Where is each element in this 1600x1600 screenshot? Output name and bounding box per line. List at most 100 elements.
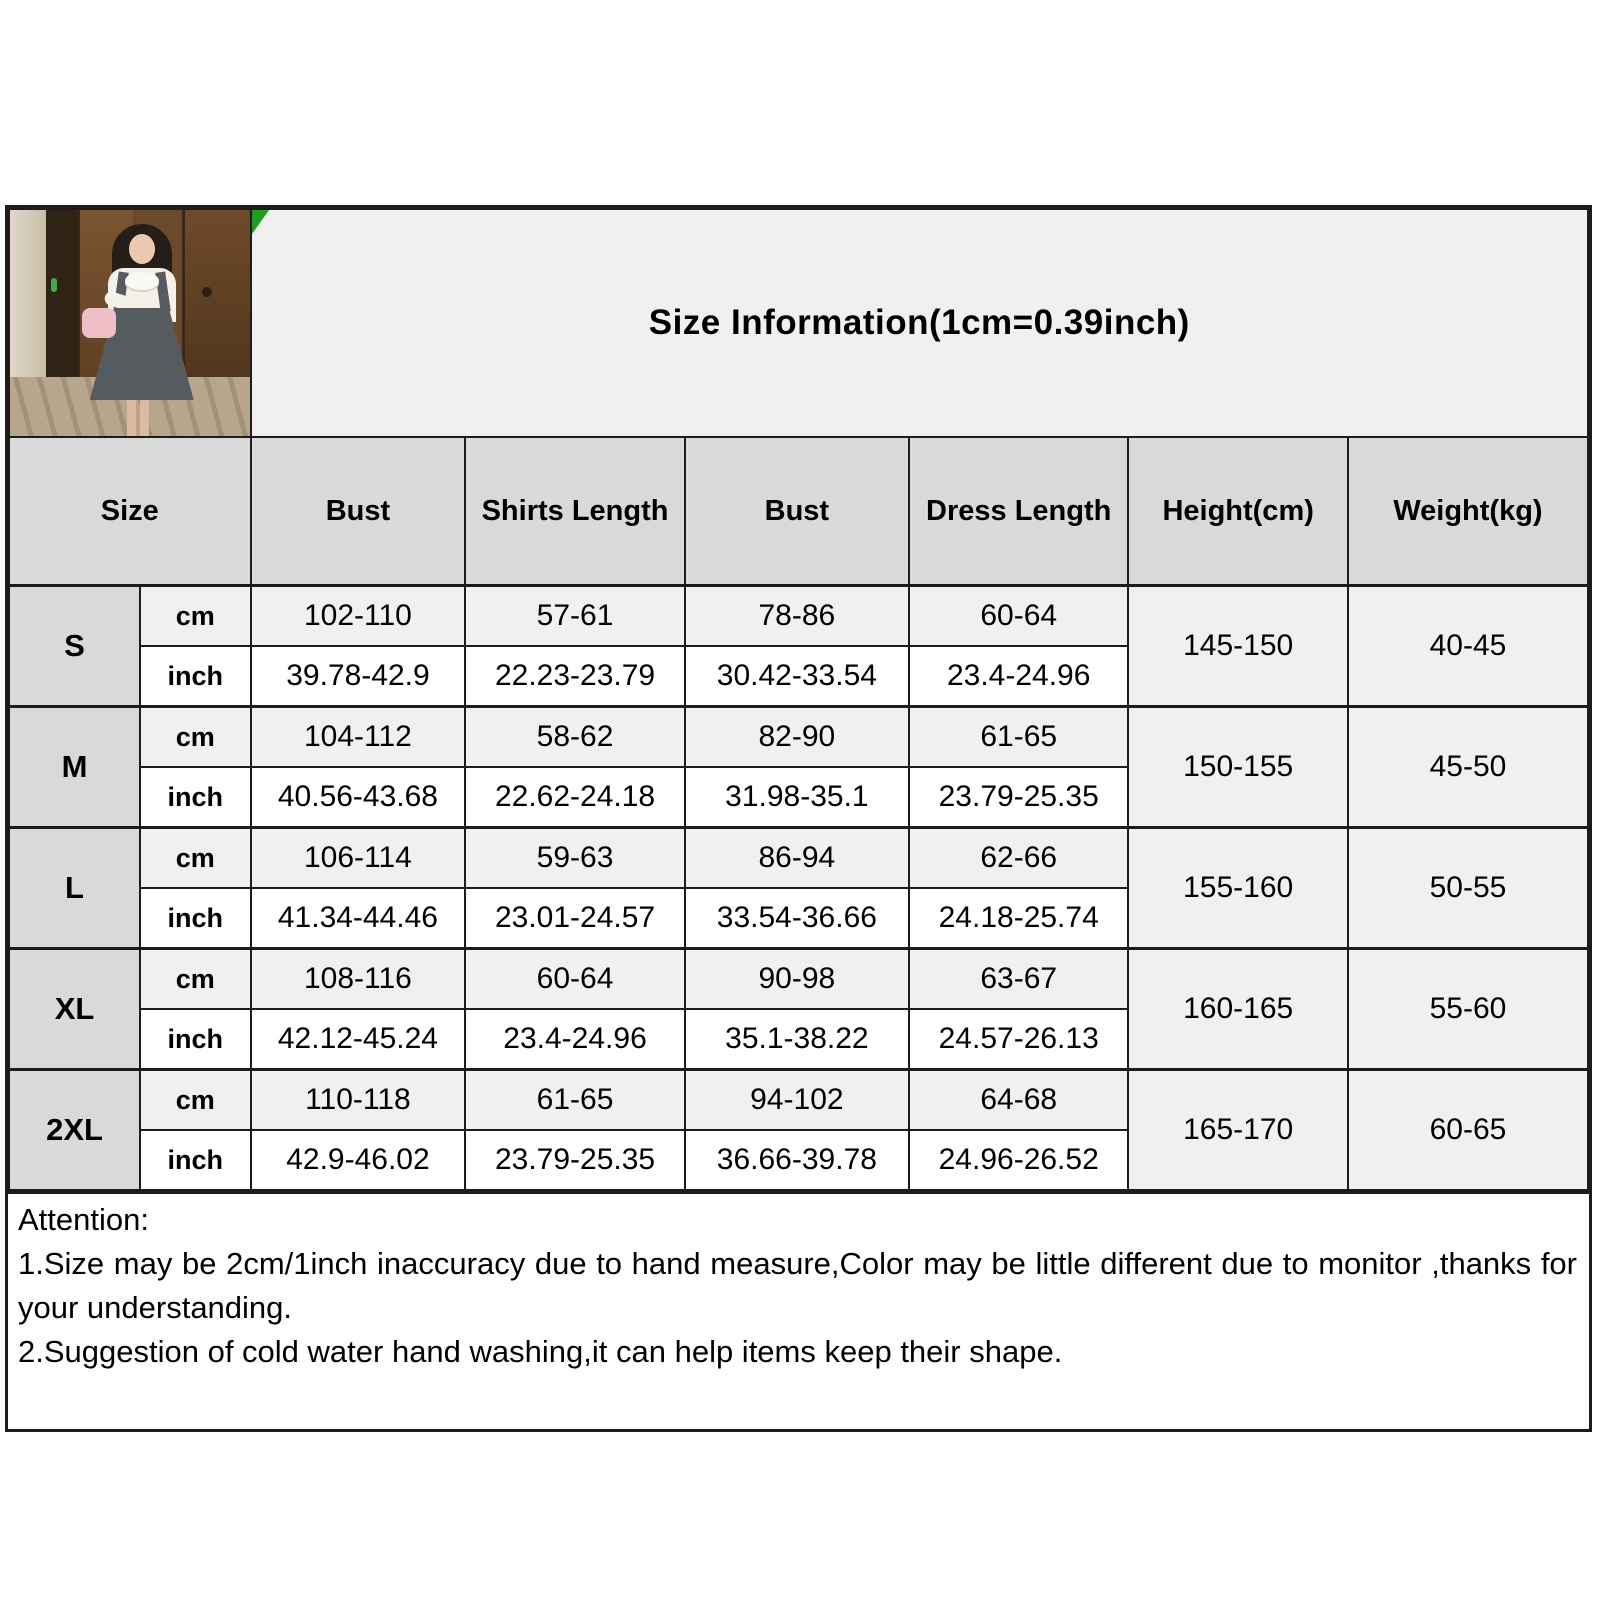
attention-note-2: 2.Suggestion of cold water hand washing,…	[18, 1334, 1063, 1370]
measurement-value-inch: 23.4-24.96	[464, 1008, 686, 1071]
size-row-2xl-inch: inch 42.9-46.02 23.79-25.35 36.66-39.78 24.9…	[9, 1129, 1588, 1191]
weight-value: 45-50	[1346, 705, 1590, 829]
size-label: L	[7, 826, 142, 950]
unit-label-inch: inch	[139, 645, 252, 708]
column-header-dress-length: Dress Length	[907, 436, 1130, 587]
header-row: Size Bust Shirts Length Bust Dress Lengt…	[8, 436, 1590, 587]
measurement-value-inch: 42.9-46.02	[249, 1129, 467, 1191]
size-table: Size Information(1cm=0.39inch) Size Bust…	[7, 208, 1590, 1191]
measurement-value-inch: 40.56-43.68	[249, 766, 467, 829]
measurement-value-inch: 36.66-39.78	[683, 1129, 910, 1191]
size-row-xl-inch: inch 42.12-45.24 23.4-24.96 35.1-38.22 24.57…	[9, 1008, 1588, 1071]
measurement-value-inch: 30.42-33.54	[683, 645, 910, 708]
measurement-value-cm: 61-65	[464, 1068, 686, 1131]
measurement-value-inch: 23.79-25.35	[464, 1129, 686, 1191]
column-header-bust-dress: Bust	[683, 436, 910, 587]
product-photo-cell	[8, 208, 252, 438]
measurement-value-inch: 22.23-23.79	[464, 645, 686, 708]
size-chart-sheet: Size Information(1cm=0.39inch) Size Bust…	[5, 205, 1592, 1432]
column-header-shirts-length: Shirts Length	[464, 436, 686, 587]
height-value: 160-165	[1127, 947, 1349, 1071]
weight-value: 50-55	[1346, 826, 1590, 950]
measurement-value-inch: 24.57-26.13	[907, 1008, 1130, 1071]
measurement-value-cm: 57-61	[464, 584, 686, 647]
column-header-weight: Weight(kg)	[1346, 436, 1590, 587]
measurement-value-inch: 23.01-24.57	[464, 887, 686, 950]
size-row-s-inch: inch 39.78-42.9 22.23-23.79 30.42-33.54 23.4…	[9, 645, 1588, 708]
measurement-value-cm: 86-94	[683, 826, 910, 889]
measurement-value-cm: 58-62	[464, 705, 686, 768]
measurement-value-inch: 42.12-45.24	[249, 1008, 467, 1071]
measurement-value-cm: 106-114	[249, 826, 467, 889]
measurement-value-cm: 61-65	[907, 705, 1130, 768]
measurement-value-inch: 23.79-25.35	[907, 766, 1130, 829]
column-header-bust-shirt: Bust	[249, 436, 467, 587]
measurement-value-cm: 102-110	[249, 584, 467, 647]
measurement-value-inch: 24.18-25.74	[907, 887, 1130, 950]
banner-title-cell: Size Information(1cm=0.39inch)	[249, 208, 1590, 438]
measurement-value-cm: 60-64	[464, 947, 686, 1010]
measurement-value-cm: 90-98	[683, 947, 910, 1010]
attention-note-1: 1.Size may be 2cm/1inch inaccuracy due t…	[18, 1246, 1577, 1326]
height-value: 155-160	[1127, 826, 1349, 950]
attention-section: Attention: 1.Size may be 2cm/1inch inacc…	[8, 1191, 1589, 1429]
photo-blouse-bow	[124, 272, 159, 290]
measurement-value-cm: 94-102	[683, 1068, 910, 1131]
unit-label-inch: inch	[139, 766, 252, 829]
height-value: 165-170	[1127, 1068, 1349, 1191]
measurement-value-cm: 62-66	[907, 826, 1130, 889]
unit-label-inch: inch	[139, 1129, 252, 1191]
weight-value: 55-60	[1346, 947, 1590, 1071]
product-photo	[10, 211, 249, 435]
size-row-2xl-cm: 2XL cm 110-118 61-65 94-102 64-68 165-170 60-65	[7, 1068, 1590, 1191]
measurement-value-inch: 22.62-24.18	[464, 766, 686, 829]
photo-green-light	[50, 277, 57, 292]
size-label: XL	[7, 947, 142, 1071]
measurement-value-inch: 39.78-42.9	[249, 645, 467, 708]
size-label: S	[7, 584, 142, 708]
unit-label-cm: cm	[139, 947, 252, 1010]
unit-label-cm: cm	[139, 826, 252, 889]
attention-heading: Attention:	[18, 1202, 149, 1237]
measurement-value-cm: 104-112	[249, 705, 467, 768]
weight-value: 60-65	[1346, 1068, 1590, 1191]
weight-value: 40-45	[1346, 584, 1590, 708]
column-header-size: Size	[8, 436, 252, 587]
measurement-value-inch: 35.1-38.22	[683, 1008, 910, 1071]
photo-model-leg	[126, 400, 136, 435]
unit-label-inch: inch	[139, 1008, 252, 1071]
unit-label-inch: inch	[139, 887, 252, 950]
unit-label-cm: cm	[139, 584, 252, 647]
size-row-l-inch: inch 41.34-44.46 23.01-24.57 33.54-36.66 24.…	[9, 887, 1588, 950]
measurement-value-cm: 59-63	[464, 826, 686, 889]
green-corner-marker-icon	[252, 211, 269, 234]
measurement-value-cm: 63-67	[907, 947, 1130, 1010]
page-title: Size Information(1cm=0.39inch)	[648, 303, 1190, 342]
column-header-height: Height(cm)	[1127, 436, 1349, 587]
unit-label-cm: cm	[139, 705, 252, 768]
photo-pink-bag	[81, 308, 116, 338]
size-row-m-inch: inch 40.56-43.68 22.62-24.18 31.98-35.1 23.7…	[9, 766, 1588, 829]
size-label: M	[7, 705, 142, 829]
photo-dark-doorway	[45, 211, 78, 387]
unit-label-cm: cm	[139, 1068, 252, 1131]
banner-row: Size Information(1cm=0.39inch)	[8, 208, 1590, 438]
measurement-value-cm: 108-116	[249, 947, 467, 1010]
measurement-value-inch: 23.4-24.96	[907, 645, 1130, 708]
measurement-value-cm: 78-86	[683, 584, 910, 647]
size-row-xl-cm: XL cm 108-116 60-64 90-98 63-67 160-165 55-60	[7, 947, 1590, 1071]
size-label: 2XL	[7, 1068, 142, 1191]
measurement-value-cm: 110-118	[249, 1068, 467, 1131]
measurement-value-inch: 33.54-36.66	[683, 887, 910, 950]
measurement-value-inch: 24.96-26.52	[907, 1129, 1130, 1191]
height-value: 150-155	[1127, 705, 1349, 829]
measurement-value-cm: 64-68	[907, 1068, 1130, 1131]
measurement-value-cm: 82-90	[683, 705, 910, 768]
measurement-value-inch: 41.34-44.46	[249, 887, 467, 950]
measurement-value-inch: 31.98-35.1	[683, 766, 910, 829]
height-value: 145-150	[1127, 584, 1349, 708]
